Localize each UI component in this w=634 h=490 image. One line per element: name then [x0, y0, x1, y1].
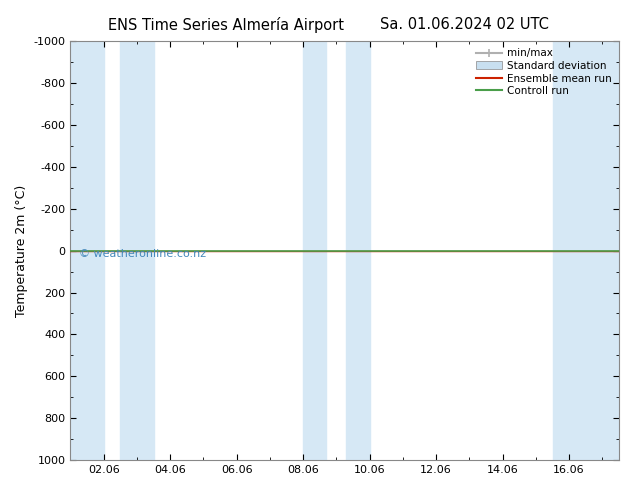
- Text: © weatheronline.co.nz: © weatheronline.co.nz: [79, 249, 206, 259]
- Bar: [120, 41, 153, 460]
- Bar: [303, 41, 327, 460]
- Text: ENS Time Series Almería Airport: ENS Time Series Almería Airport: [108, 17, 344, 33]
- Bar: [346, 41, 370, 460]
- Legend: min/max, Standard deviation, Ensemble mean run, Controll run: min/max, Standard deviation, Ensemble me…: [474, 46, 614, 98]
- Bar: [552, 41, 619, 460]
- Bar: [70, 41, 104, 460]
- Y-axis label: Temperature 2m (°C): Temperature 2m (°C): [15, 184, 28, 317]
- Text: Sa. 01.06.2024 02 UTC: Sa. 01.06.2024 02 UTC: [380, 17, 549, 32]
